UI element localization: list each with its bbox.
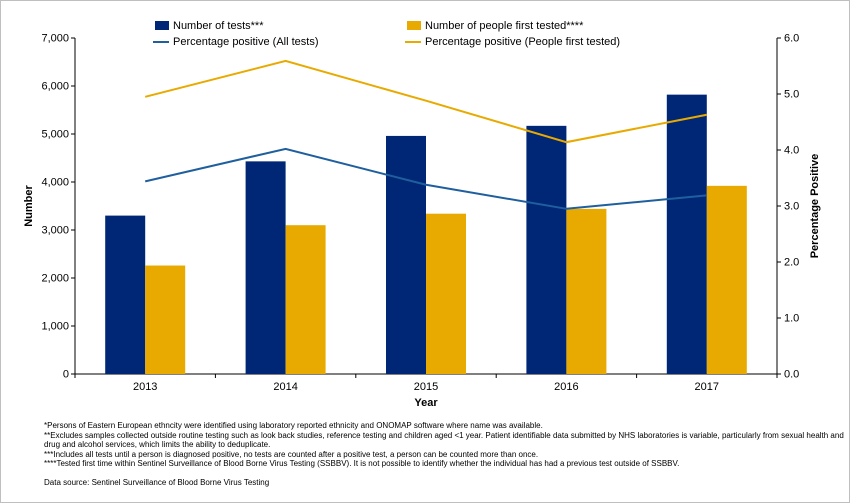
bar-people-first-tested-2015 [426, 213, 466, 374]
x-axis-tick-label: 2016 [554, 381, 578, 393]
x-axis-title: Year [414, 397, 438, 409]
footnote-1: *Persons of Eastern European ethncity we… [44, 421, 543, 430]
right-axis-tick-label: 5.0 [784, 89, 799, 101]
bar-number-of-tests-2013 [105, 215, 146, 374]
bar-people-first-tested-2014 [285, 225, 326, 374]
footnotes: *Persons of Eastern European ethncity we… [44, 421, 844, 488]
legend-label-0: Number of tests*** [173, 20, 264, 32]
combo-chart: 0 1,000 2,000 3,000 4,000 5,000 6,000 7,000 0.0 1… [23, 20, 821, 409]
left-axis-title: Number [23, 185, 35, 227]
bar-people-first-tested-2013 [145, 265, 186, 374]
bar-number-of-tests-2016 [526, 125, 567, 374]
left-axis-tick-label: 6,000 [41, 81, 69, 93]
right-axis-tick-label: 0.0 [784, 369, 799, 381]
right-axis-tick-label: 2.0 [784, 257, 799, 269]
right-axis-tick-label: 4.0 [784, 145, 799, 157]
right-axis-tick-label: 6.0 [784, 33, 799, 45]
bar-number-of-tests-2014 [245, 161, 286, 374]
x-axis-tick-label: 2017 [695, 381, 719, 393]
x-axis-tick-label: 2015 [414, 381, 438, 393]
footnote-4: ****Tested first time within Sentinel Su… [44, 459, 680, 469]
left-axis-tick-label: 4,000 [41, 177, 69, 189]
right-axis-title: Percentage Positive [809, 154, 821, 259]
right-axis-tick-label: 3.0 [784, 201, 799, 213]
legend-label-3: Percentage positive (People first tested… [425, 36, 620, 48]
bar-number-of-tests-2017 [666, 94, 707, 374]
footnote-2: **Excludes samples collected outside rou… [44, 430, 844, 450]
right-axis-tick-label: 1.0 [784, 313, 799, 325]
x-axis-tick-label: 2013 [133, 381, 157, 393]
bar-people-first-tested-2017 [706, 185, 747, 374]
data-source-note: Data source: Sentinel Surveillance of Bl… [44, 477, 270, 487]
footnote-3: ***Includes all tests until a person is … [44, 449, 539, 459]
left-axis-tick-label: 7,000 [41, 33, 69, 45]
legend-swatch-0 [155, 21, 169, 30]
line-percentage-positive-all-tests [144, 147, 707, 210]
bar-people-first-tested-2016 [566, 208, 607, 374]
bar-number-of-tests-2015 [386, 135, 426, 374]
left-axis-tick-label: 0 [63, 369, 69, 381]
left-axis-tick-label: 2,000 [41, 273, 69, 285]
legend-swatch-1 [407, 21, 421, 30]
x-axis-tick-label: 2014 [273, 381, 297, 393]
left-axis-tick-label: 5,000 [41, 129, 69, 141]
left-axis-tick-label: 1,000 [41, 321, 69, 333]
line-percentage-positive-first-tested [144, 59, 707, 144]
legend-label-2: Percentage positive (All tests) [173, 36, 319, 48]
legend-label-1: Number of people first tested**** [425, 20, 584, 32]
left-axis-tick-label: 3,000 [41, 225, 69, 237]
